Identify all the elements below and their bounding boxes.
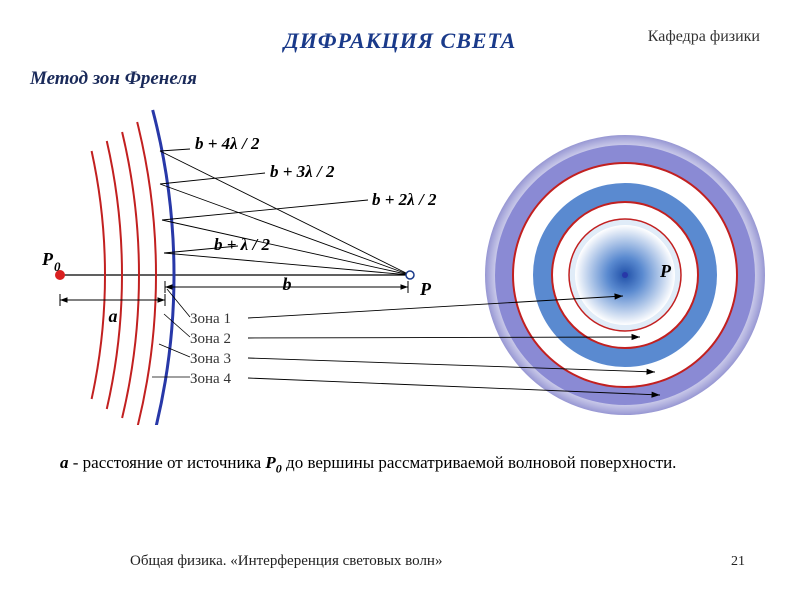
svg-text:b + 3λ / 2: b + 3λ / 2 bbox=[270, 162, 335, 181]
caption: a - расстояние от источника P0 до вершин… bbox=[60, 450, 740, 477]
svg-text:Зона 1: Зона 1 bbox=[190, 311, 231, 327]
footer-course: Общая физика. «Интерференция световых во… bbox=[130, 553, 442, 570]
caption-var-P: P bbox=[265, 453, 275, 472]
footer-course-prefix: Общая физика. bbox=[130, 553, 230, 569]
page-title: ДИФРАКЦИЯ СВЕТА bbox=[284, 28, 517, 54]
svg-text:0: 0 bbox=[54, 259, 61, 274]
svg-text:Зона 3: Зона 3 bbox=[190, 351, 231, 367]
svg-text:P: P bbox=[41, 249, 54, 269]
svg-text:b + 4λ / 2: b + 4λ / 2 bbox=[195, 134, 260, 153]
svg-text:P: P bbox=[419, 279, 432, 299]
caption-text-1: - расстояние от источника bbox=[69, 453, 266, 472]
svg-text:a: a bbox=[109, 306, 118, 326]
subtitle: Метод зон Френеля bbox=[30, 68, 197, 90]
department-label: Кафедра физики bbox=[648, 28, 760, 46]
caption-var-a: a bbox=[60, 453, 69, 472]
caption-text-2: до вершины рассматриваемой волновой пове… bbox=[282, 453, 677, 472]
svg-text:Зона 2: Зона 2 bbox=[190, 331, 231, 347]
footer-page: 21 bbox=[731, 554, 745, 570]
svg-text:b + λ / 2: b + λ / 2 bbox=[214, 235, 270, 254]
svg-text:b: b bbox=[283, 274, 292, 294]
svg-text:P: P bbox=[659, 261, 672, 281]
footer-course-title: «Интерференция световых волн» bbox=[230, 553, 442, 569]
fresnel-diagram: Pb + 4λ / 2 b + 3λ / 2 b + 2λ / 2 b + λ / 2… bbox=[0, 105, 800, 425]
svg-text:Зона 4: Зона 4 bbox=[190, 371, 231, 387]
svg-text:b + 2λ / 2: b + 2λ / 2 bbox=[372, 190, 437, 209]
